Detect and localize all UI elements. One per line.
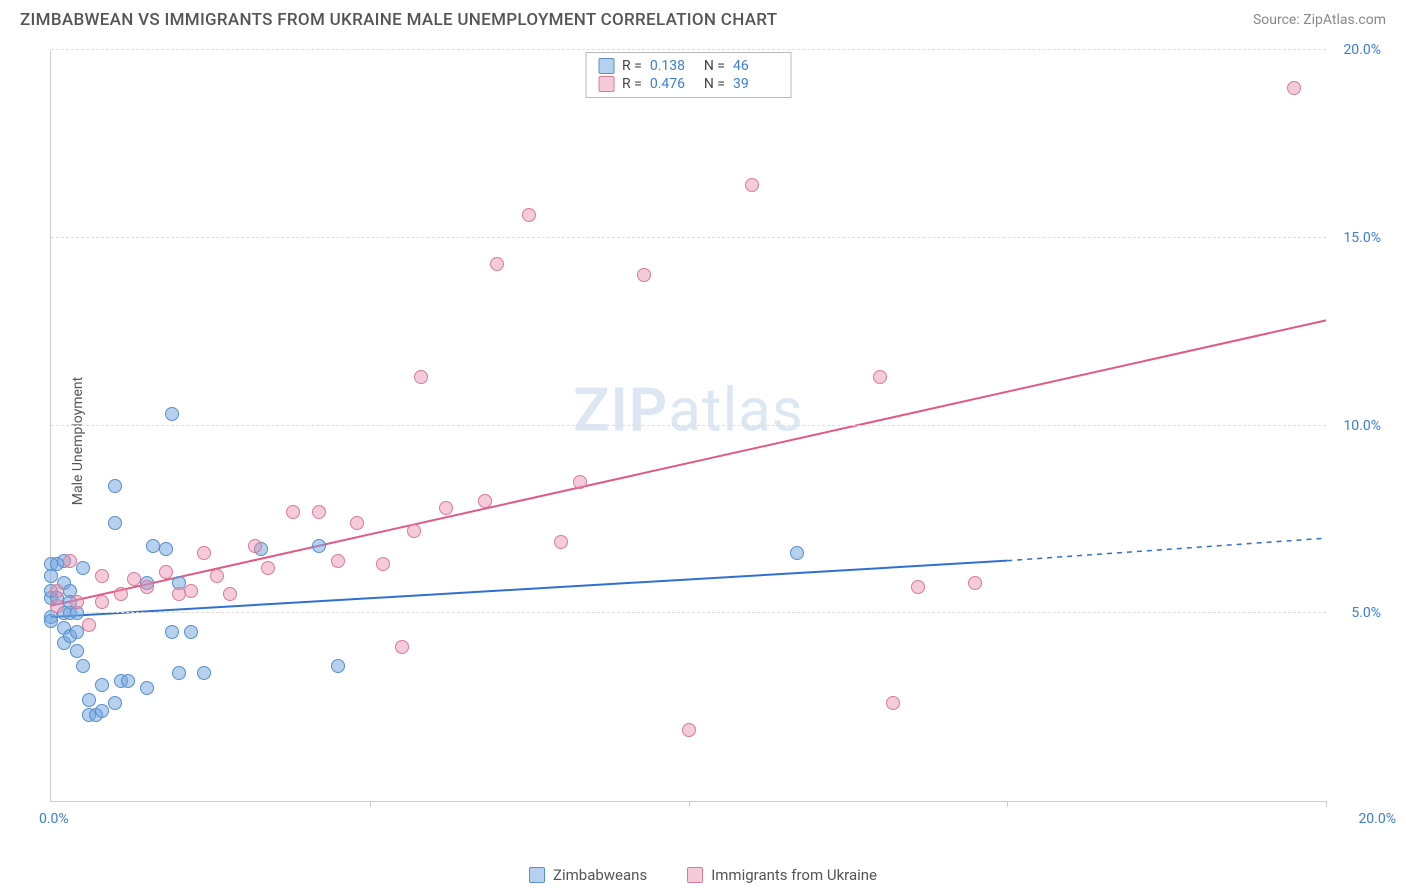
grid-line-h xyxy=(51,49,1326,50)
scatter-point xyxy=(76,659,90,673)
scatter-point xyxy=(376,557,390,571)
scatter-point xyxy=(522,208,536,222)
scatter-point xyxy=(439,501,453,515)
scatter-point xyxy=(165,407,179,421)
scatter-point xyxy=(108,479,122,493)
scatter-point xyxy=(197,546,211,560)
y-tick-label: 5.0% xyxy=(1331,605,1381,621)
x-tick-first: 0.0% xyxy=(39,811,69,827)
legend-row-series-1: R = 0.476 N = 39 xyxy=(598,75,779,93)
scatter-point xyxy=(184,625,198,639)
scatter-point xyxy=(312,505,326,519)
scatter-point xyxy=(76,561,90,575)
scatter-point xyxy=(82,618,96,632)
trend-lines xyxy=(51,50,1326,801)
scatter-point xyxy=(159,565,173,579)
r-value-0: 0.138 xyxy=(650,58,696,74)
scatter-point xyxy=(70,644,84,658)
scatter-point xyxy=(911,580,925,594)
scatter-point xyxy=(127,572,141,586)
scatter-point xyxy=(140,580,154,594)
scatter-point xyxy=(140,681,154,695)
r-value-1: 0.476 xyxy=(650,76,696,92)
scatter-point xyxy=(286,505,300,519)
chart-source: Source: ZipAtlas.com xyxy=(1253,12,1386,28)
grid-line-h xyxy=(51,612,1326,613)
scatter-point xyxy=(407,524,421,538)
scatter-point xyxy=(172,666,186,680)
legend-swatch-0 xyxy=(598,58,614,74)
legend-swatch-1 xyxy=(598,76,614,92)
y-tick-label: 10.0% xyxy=(1331,418,1381,434)
scatter-point xyxy=(350,516,364,530)
legend-row-series-0: R = 0.138 N = 46 xyxy=(598,57,779,75)
scatter-point xyxy=(82,693,96,707)
x-tick-mark xyxy=(1326,801,1327,807)
grid-line-h xyxy=(51,237,1326,238)
legend-label-ukraine: Immigrants from Ukraine xyxy=(711,866,877,884)
scatter-point xyxy=(70,595,84,609)
scatter-point xyxy=(478,494,492,508)
scatter-point xyxy=(873,370,887,384)
scatter-point xyxy=(886,696,900,710)
scatter-point xyxy=(790,546,804,560)
legend-item-ukraine: Immigrants from Ukraine xyxy=(687,866,877,884)
scatter-point xyxy=(223,587,237,601)
y-tick-label: 15.0% xyxy=(1331,230,1381,246)
scatter-point xyxy=(395,640,409,654)
x-tick-mark xyxy=(370,801,371,807)
chart-title: ZIMBABWEAN VS IMMIGRANTS FROM UKRAINE MA… xyxy=(20,10,777,30)
trend-line-dashed xyxy=(1007,538,1326,561)
scatter-point xyxy=(63,554,77,568)
scatter-point xyxy=(312,539,326,553)
scatter-point xyxy=(210,569,224,583)
scatter-point xyxy=(682,723,696,737)
scatter-point xyxy=(108,516,122,530)
legend-swatch-ukraine xyxy=(687,867,703,883)
scatter-point xyxy=(331,554,345,568)
scatter-point xyxy=(95,678,109,692)
scatter-point xyxy=(745,178,759,192)
scatter-point xyxy=(573,475,587,489)
y-tick-label: 20.0% xyxy=(1331,42,1381,58)
scatter-point xyxy=(165,625,179,639)
scatter-point xyxy=(184,584,198,598)
scatter-point xyxy=(95,569,109,583)
trend-line xyxy=(51,320,1326,605)
scatter-point xyxy=(50,584,64,598)
scatter-point xyxy=(490,257,504,271)
x-tick-mark xyxy=(1007,801,1008,807)
n-value-0: 46 xyxy=(733,58,779,74)
scatter-point xyxy=(44,614,58,628)
n-value-1: 39 xyxy=(733,76,779,92)
scatter-point xyxy=(159,542,173,556)
scatter-point xyxy=(637,268,651,282)
x-tick-mark xyxy=(689,801,690,807)
scatter-point xyxy=(114,587,128,601)
scatter-point xyxy=(108,696,122,710)
scatter-point xyxy=(197,666,211,680)
scatter-point xyxy=(70,625,84,639)
scatter-point xyxy=(414,370,428,384)
x-tick-last: 20.0% xyxy=(1358,811,1396,827)
legend-bottom: Zimbabweans Immigrants from Ukraine xyxy=(0,866,1406,884)
header: ZIMBABWEAN VS IMMIGRANTS FROM UKRAINE MA… xyxy=(0,0,1406,36)
legend-label-zimbabweans: Zimbabweans xyxy=(553,866,647,884)
scatter-point xyxy=(261,561,275,575)
grid-line-h xyxy=(51,425,1326,426)
plot-area: ZIPatlas R = 0.138 N = 46 R = 0.476 N = … xyxy=(50,50,1326,802)
scatter-point xyxy=(121,674,135,688)
scatter-point xyxy=(1287,81,1301,95)
chart-container: Male Unemployment ZIPatlas R = 0.138 N =… xyxy=(50,50,1386,832)
legend-swatch-zimbabweans xyxy=(529,867,545,883)
scatter-point xyxy=(50,599,64,613)
scatter-point xyxy=(968,576,982,590)
scatter-point xyxy=(331,659,345,673)
scatter-point xyxy=(554,535,568,549)
scatter-point xyxy=(248,539,262,553)
scatter-point xyxy=(95,704,109,718)
scatter-point xyxy=(95,595,109,609)
legend-item-zimbabweans: Zimbabweans xyxy=(529,866,647,884)
legend-correlation: R = 0.138 N = 46 R = 0.476 N = 39 xyxy=(585,52,792,98)
